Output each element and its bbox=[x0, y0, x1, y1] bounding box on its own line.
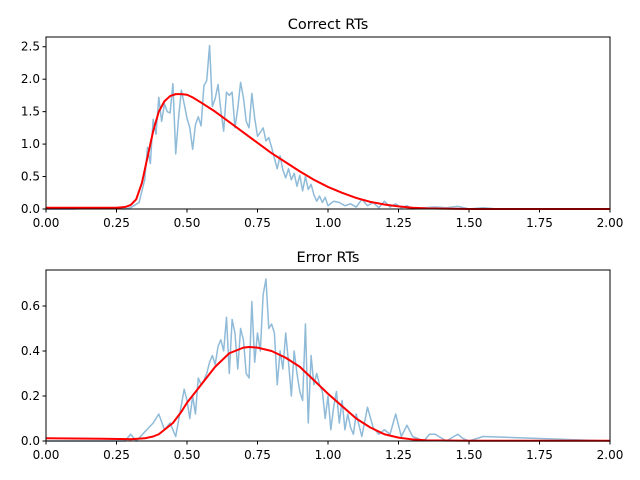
y-tick-label: 0.4 bbox=[21, 344, 40, 358]
axes-frame bbox=[45, 36, 611, 210]
x-tick-label: 0.50 bbox=[174, 216, 201, 230]
empirical-rt-line bbox=[46, 44, 610, 210]
x-tick-label: 0.25 bbox=[103, 216, 130, 230]
subplot-correct: Correct RTs 0.00.51.01.52.02.5 0.00 0.25 0… bbox=[21, 17, 623, 230]
x-axis-ticks: 0.00 0.25 0.50 0.75 1.00 1.25 1.50 1.75 2.00 bbox=[33, 209, 624, 230]
series-layer bbox=[45, 278, 611, 442]
subplot-error: Error RTs 0.0 0.2 0.4 0.6 0.00 0.25 0.50 0.75 1… bbox=[21, 250, 623, 462]
x-tick-label: 2.00 bbox=[597, 448, 624, 462]
x-tick-label: 0.50 bbox=[174, 448, 201, 462]
x-tick-label: 0.00 bbox=[33, 216, 60, 230]
x-tick-label: 0.75 bbox=[244, 216, 271, 230]
x-tick-label: 1.50 bbox=[456, 216, 483, 230]
y-axis-ticks: 0.0 0.2 0.4 0.6 bbox=[21, 299, 46, 448]
series-layer bbox=[46, 44, 610, 210]
x-tick-label: 1.75 bbox=[526, 216, 553, 230]
x-tick-label: 1.00 bbox=[315, 216, 342, 230]
y-tick-label: 0.0 bbox=[21, 434, 40, 448]
empirical-rt-line bbox=[46, 278, 611, 442]
y-tick-label: 1.5 bbox=[21, 105, 40, 119]
x-tick-label: 1.50 bbox=[456, 448, 483, 462]
x-tick-label: 1.25 bbox=[385, 216, 412, 230]
y-tick-label: 2.5 bbox=[21, 40, 40, 54]
y-axis-ticks: 0.0 0.5 1.0 1.5 2.0 2.5 bbox=[21, 40, 46, 216]
y-tick-label: 0.0 bbox=[21, 202, 40, 216]
y-tick-label: 0.6 bbox=[21, 299, 40, 313]
model-density-line bbox=[46, 93, 610, 210]
axes-frame bbox=[45, 269, 611, 442]
x-tick-label: 2.00 bbox=[597, 216, 624, 230]
x-axis-ticks: 0.00 0.25 0.50 0.75 1.00 1.25 1.50 1.75 2.00 bbox=[33, 441, 624, 462]
y-tick-label: 1.0 bbox=[21, 137, 40, 151]
y-tick-label: 0.5 bbox=[21, 170, 40, 184]
subplot-title: Error RTs bbox=[297, 250, 360, 266]
x-tick-label: 0.75 bbox=[244, 448, 271, 462]
subplot-title: Correct RTs bbox=[288, 17, 369, 33]
y-tick-label: 0.2 bbox=[21, 389, 40, 403]
y-tick-label: 2.0 bbox=[21, 72, 40, 86]
x-tick-label: 0.00 bbox=[33, 448, 60, 462]
model-density-line bbox=[45, 345, 610, 442]
x-tick-label: 1.75 bbox=[526, 448, 553, 462]
x-tick-label: 1.25 bbox=[385, 448, 412, 462]
x-tick-label: 0.25 bbox=[103, 448, 130, 462]
x-tick-label: 1.00 bbox=[315, 448, 342, 462]
